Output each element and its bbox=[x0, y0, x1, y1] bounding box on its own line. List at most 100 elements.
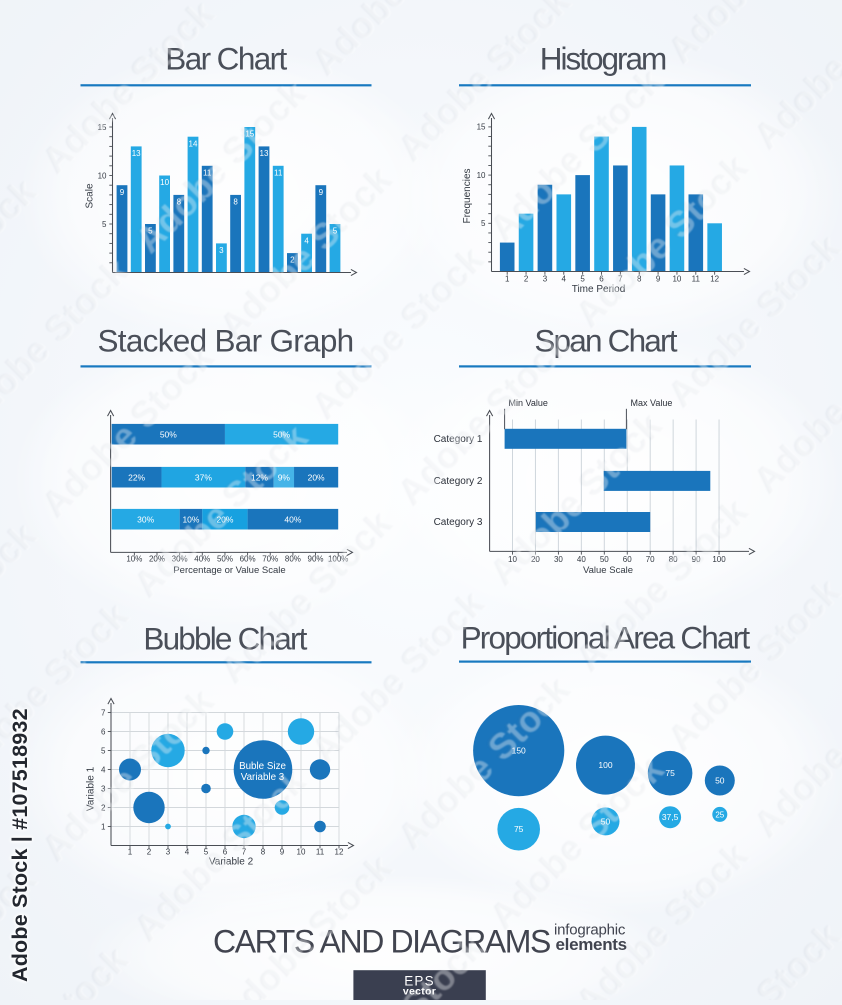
svg-text:5: 5 bbox=[101, 746, 106, 755]
svg-text:elements: elements bbox=[556, 935, 627, 954]
svg-text:37,5: 37,5 bbox=[662, 812, 679, 822]
svg-text:7: 7 bbox=[101, 708, 106, 717]
svg-text:20: 20 bbox=[531, 555, 540, 564]
svg-text:40%: 40% bbox=[194, 554, 210, 563]
svg-text:vector: vector bbox=[403, 986, 436, 998]
svg-text:Bubble Chart: Bubble Chart bbox=[143, 620, 307, 656]
svg-text:9: 9 bbox=[280, 848, 285, 857]
svg-text:60: 60 bbox=[623, 555, 632, 564]
svg-text:3: 3 bbox=[101, 784, 106, 793]
svg-text:5: 5 bbox=[481, 219, 486, 228]
svg-text:2: 2 bbox=[290, 256, 295, 265]
svg-text:12: 12 bbox=[335, 848, 344, 857]
svg-text:15: 15 bbox=[98, 123, 107, 132]
svg-text:13: 13 bbox=[260, 149, 269, 158]
svg-text:Category 2: Category 2 bbox=[434, 476, 483, 487]
svg-text:75: 75 bbox=[665, 768, 675, 778]
svg-text:40: 40 bbox=[577, 555, 586, 564]
svg-text:10: 10 bbox=[297, 848, 306, 857]
svg-text:Variable 3: Variable 3 bbox=[241, 772, 285, 783]
svg-text:40%: 40% bbox=[284, 515, 301, 525]
svg-text:Category 3: Category 3 bbox=[434, 517, 483, 528]
svg-text:10: 10 bbox=[508, 555, 517, 564]
svg-text:Buble Size: Buble Size bbox=[239, 761, 286, 772]
svg-text:7: 7 bbox=[618, 275, 623, 284]
svg-text:25: 25 bbox=[715, 810, 724, 819]
svg-text:5: 5 bbox=[204, 848, 209, 857]
svg-text:11: 11 bbox=[274, 168, 283, 177]
svg-text:3: 3 bbox=[543, 275, 548, 284]
svg-text:75: 75 bbox=[514, 824, 524, 834]
svg-text:100: 100 bbox=[712, 555, 726, 564]
svg-text:6: 6 bbox=[101, 727, 106, 736]
svg-text:CARTS AND DIAGRAMS: CARTS AND DIAGRAMS bbox=[213, 924, 550, 960]
svg-text:14: 14 bbox=[189, 139, 198, 148]
svg-text:EPS: EPS bbox=[404, 974, 435, 989]
svg-text:3: 3 bbox=[219, 246, 224, 255]
svg-text:8: 8 bbox=[261, 848, 266, 857]
svg-text:20%: 20% bbox=[308, 473, 325, 483]
svg-text:Stacked Bar Graph: Stacked Bar Graph bbox=[98, 322, 354, 358]
svg-text:8: 8 bbox=[233, 198, 238, 207]
svg-text:9%: 9% bbox=[278, 473, 291, 483]
svg-text:10%: 10% bbox=[182, 515, 199, 525]
svg-text:5: 5 bbox=[148, 227, 153, 236]
svg-text:2: 2 bbox=[101, 803, 106, 812]
svg-text:Scale: Scale bbox=[85, 183, 96, 208]
svg-text:20%: 20% bbox=[216, 515, 233, 525]
svg-text:9: 9 bbox=[120, 188, 125, 197]
svg-text:1: 1 bbox=[101, 822, 106, 831]
svg-text:10%: 10% bbox=[126, 554, 142, 563]
svg-text:Min Value: Min Value bbox=[509, 398, 548, 408]
svg-text:37%: 37% bbox=[195, 473, 212, 483]
svg-text:20%: 20% bbox=[149, 554, 165, 563]
svg-text:100%: 100% bbox=[328, 554, 348, 563]
svg-text:Proportional Area Chart: Proportional Area Chart bbox=[461, 620, 751, 656]
svg-text:70%: 70% bbox=[262, 554, 278, 563]
svg-text:11: 11 bbox=[203, 168, 212, 177]
svg-text:Value Scale: Value Scale bbox=[583, 565, 633, 576]
svg-text:10: 10 bbox=[672, 275, 681, 284]
svg-text:8: 8 bbox=[177, 198, 182, 207]
svg-text:4: 4 bbox=[101, 765, 106, 774]
svg-text:5: 5 bbox=[102, 220, 107, 229]
svg-text:Variable 1: Variable 1 bbox=[86, 766, 97, 811]
svg-text:4: 4 bbox=[304, 236, 309, 245]
svg-text:70: 70 bbox=[646, 555, 655, 564]
svg-text:2: 2 bbox=[524, 275, 529, 284]
svg-text:90%: 90% bbox=[308, 554, 324, 563]
svg-text:50%: 50% bbox=[273, 430, 290, 440]
svg-text:4: 4 bbox=[185, 848, 190, 857]
svg-text:11: 11 bbox=[692, 275, 701, 284]
svg-text:Bar Chart: Bar Chart bbox=[165, 41, 287, 77]
svg-text:80: 80 bbox=[669, 555, 678, 564]
svg-text:Frequencies: Frequencies bbox=[462, 168, 473, 223]
svg-text:80%: 80% bbox=[285, 554, 301, 563]
svg-text:2: 2 bbox=[147, 848, 152, 857]
svg-text:infographic: infographic bbox=[554, 922, 626, 939]
svg-text:Time Period: Time Period bbox=[572, 284, 626, 295]
svg-text:7: 7 bbox=[242, 848, 247, 857]
svg-text:50: 50 bbox=[600, 555, 609, 564]
svg-text:50%: 50% bbox=[217, 554, 233, 563]
svg-text:30%: 30% bbox=[172, 554, 188, 563]
svg-text:50: 50 bbox=[715, 776, 725, 786]
svg-text:3: 3 bbox=[166, 848, 171, 857]
svg-text:10: 10 bbox=[477, 171, 486, 180]
svg-text:1: 1 bbox=[505, 275, 510, 284]
svg-text:90: 90 bbox=[692, 555, 701, 564]
svg-text:9: 9 bbox=[656, 275, 661, 284]
svg-text:5: 5 bbox=[580, 275, 585, 284]
svg-text:5: 5 bbox=[333, 227, 338, 236]
svg-text:8: 8 bbox=[637, 275, 642, 284]
svg-text:1: 1 bbox=[128, 848, 133, 857]
svg-text:30%: 30% bbox=[137, 515, 154, 525]
svg-text:Span Chart: Span Chart bbox=[534, 322, 677, 358]
svg-text:13: 13 bbox=[132, 149, 141, 158]
svg-text:12: 12 bbox=[710, 275, 719, 284]
svg-text:50: 50 bbox=[601, 816, 611, 826]
svg-text:100: 100 bbox=[598, 760, 612, 770]
svg-text:150: 150 bbox=[512, 746, 526, 756]
svg-text:Max Value: Max Value bbox=[631, 398, 673, 408]
svg-text:Percentage or Value Scale: Percentage or Value Scale bbox=[173, 565, 285, 576]
